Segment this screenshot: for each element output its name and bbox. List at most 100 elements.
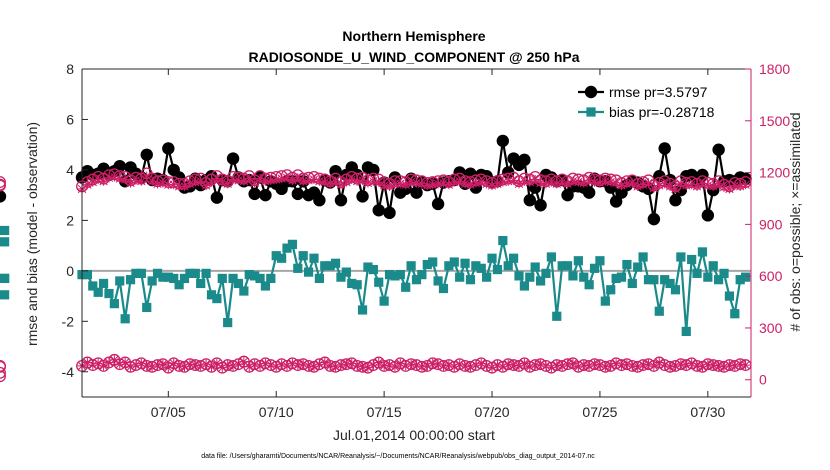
obs-assimilated-point xyxy=(703,180,713,191)
obs-assimilated-point xyxy=(643,359,654,369)
obs-assimilated-point xyxy=(325,361,335,371)
rmse-point xyxy=(313,194,326,207)
bias-point xyxy=(190,268,200,278)
x-tick-label: 07/20 xyxy=(475,404,510,420)
obs-assimilated-point xyxy=(255,174,265,184)
obs-assimilated-point xyxy=(298,176,308,186)
obs-assimilated-point xyxy=(136,176,146,186)
rmse-point xyxy=(712,143,725,156)
bias-point xyxy=(503,261,513,271)
bias-point xyxy=(282,243,292,253)
obs-assimilated-point xyxy=(449,177,459,187)
bias-point xyxy=(115,276,125,286)
bias-point xyxy=(206,290,217,300)
obs-assimilated-point xyxy=(584,361,594,371)
obs-assimilated-point xyxy=(120,174,130,185)
bias-point xyxy=(530,262,540,272)
bias-point xyxy=(109,299,119,309)
obs-assimilated-point xyxy=(676,179,686,189)
obs-assimilated-point xyxy=(681,180,691,191)
obs-assimilated-point xyxy=(158,178,168,188)
obs-assimilated-point xyxy=(250,359,260,369)
obs-assimilated-point xyxy=(406,177,416,187)
obs-assimilated-point xyxy=(638,180,648,190)
bias-point xyxy=(125,275,136,285)
obs-assimilated-point xyxy=(665,181,675,191)
obs-assimilated-point xyxy=(589,359,600,369)
obs-assimilated-point xyxy=(708,181,718,191)
obs-assimilated-point xyxy=(611,358,621,368)
obs-assimilated-point xyxy=(331,176,341,186)
obs-assimilated-point xyxy=(697,362,708,372)
obs-assimilated-point xyxy=(352,361,362,371)
bias-point xyxy=(411,275,422,285)
obs-assimilated-point xyxy=(568,176,578,186)
bias-point xyxy=(0,290,10,300)
obs-assimilated-point xyxy=(314,359,324,369)
obs-assimilated-point xyxy=(147,176,157,186)
bias-point xyxy=(341,267,351,277)
obs-possible-point xyxy=(0,176,6,189)
obs-assimilated-point xyxy=(196,361,206,371)
bias-point xyxy=(514,271,524,281)
obs-assimilated-point xyxy=(492,179,502,189)
bias-point xyxy=(152,268,163,278)
rmse-point xyxy=(210,191,224,204)
bias-point xyxy=(541,268,551,278)
obs-assimilated-point xyxy=(152,360,163,370)
obs-assimilated-point xyxy=(131,175,141,185)
obs-assimilated-point xyxy=(638,360,648,370)
x-axis-label: Jul.01,2014 00:00:00 start xyxy=(333,427,495,443)
legend-bias-label: bias pr=-0.28718 xyxy=(609,104,715,120)
legend-rmse-label: rmse pr=3.5797 xyxy=(609,84,708,100)
bias-point xyxy=(622,259,632,270)
y-axis-label: rmse and bias (model - observation) xyxy=(24,122,40,346)
obs-assimilated-point xyxy=(536,359,546,369)
obs-assimilated-point xyxy=(309,174,319,185)
obs-assimilated-point xyxy=(660,360,670,370)
obs-assimilated-point xyxy=(568,358,578,368)
bias-point xyxy=(395,270,405,280)
obs-assimilated-point xyxy=(681,360,691,370)
bias-point xyxy=(174,280,184,290)
bias-point xyxy=(136,268,146,278)
obs-assimilated-point xyxy=(476,177,486,187)
rmse-point xyxy=(582,186,596,199)
bias-point xyxy=(239,286,249,296)
obs-assimilated-point xyxy=(212,358,222,368)
obs-assimilated-point xyxy=(304,175,314,185)
obs-assimilated-point xyxy=(428,358,438,368)
obs-assimilated-point xyxy=(465,362,476,372)
obs-assimilated-point xyxy=(125,178,136,188)
bias-point xyxy=(131,268,141,278)
obs-assimilated-point xyxy=(244,174,254,184)
obs-assimilated-point xyxy=(287,175,297,185)
bias-point xyxy=(0,225,10,236)
obs-assimilated-point xyxy=(509,360,519,370)
rmse-point xyxy=(162,142,175,155)
bias-point xyxy=(676,252,686,262)
legend-rmse-marker xyxy=(584,85,598,99)
obs-assimilated-point xyxy=(185,359,195,369)
bias-point xyxy=(104,288,114,299)
rmse-point xyxy=(172,171,186,184)
obs-assimilated-point xyxy=(546,177,556,187)
footnote: data file: /Users/gharamti/Documents/NCA… xyxy=(201,453,595,460)
obs-assimilated-point xyxy=(487,363,497,373)
bias-point xyxy=(228,273,238,284)
bias-point xyxy=(185,268,195,278)
bias-point xyxy=(482,272,492,282)
obs-assimilated-point xyxy=(206,177,217,187)
bias-point xyxy=(250,271,260,281)
obs-assimilated-point xyxy=(142,171,152,181)
obs-assimilated-point xyxy=(654,357,664,368)
obs-assimilated-point xyxy=(417,179,427,189)
obs-assimilated-point xyxy=(201,180,211,191)
x-tick-label: 07/10 xyxy=(259,404,294,420)
obs-assimilated-point xyxy=(471,178,481,188)
bias-point xyxy=(476,263,486,273)
obs-assimilated-point xyxy=(190,177,200,187)
obs-assimilated-point xyxy=(622,359,632,369)
bias-point xyxy=(697,247,708,257)
obs-assimilated-point xyxy=(109,172,119,182)
